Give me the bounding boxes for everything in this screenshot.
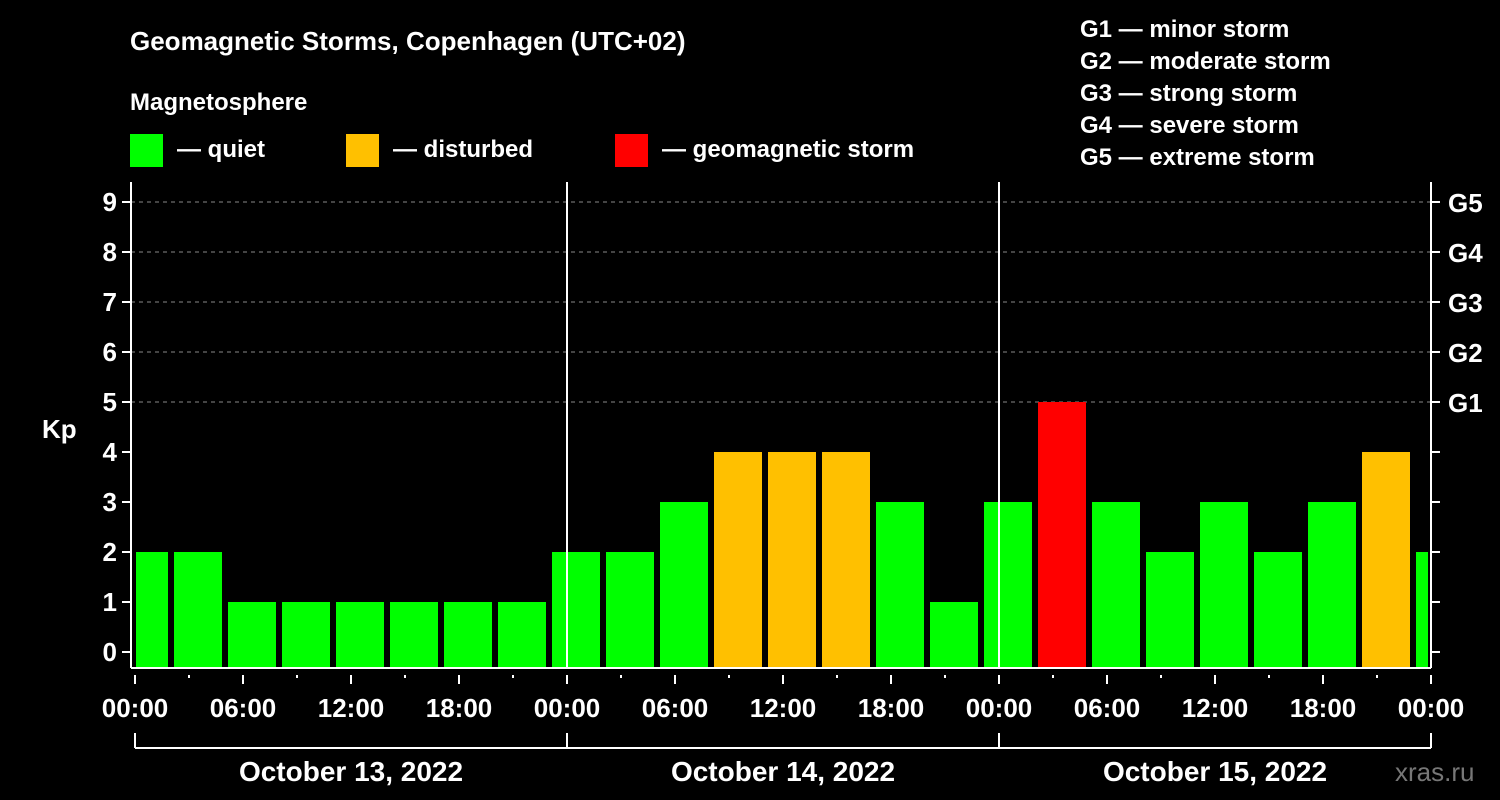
storm-scale-item: G1 — minor storm [1080,16,1289,43]
kp-bar [444,602,492,668]
x-tick-label: 18:00 [426,693,493,723]
day-label: October 15, 2022 [1103,756,1327,787]
kp-bar [606,552,654,668]
y-axis-label: Kp [42,414,77,444]
kp-bar [1092,502,1140,668]
g-level-label: G5 [1448,188,1483,218]
x-tick-label: 00:00 [1398,693,1465,723]
kp-bar [984,502,1032,668]
storm-scale-item: G4 — severe storm [1080,112,1299,139]
kp-bar [136,552,168,668]
kp-bar [822,452,870,668]
legend-title: Magnetosphere [130,89,307,116]
kp-bar [336,602,384,668]
kp-bar [930,602,978,668]
kp-bar [552,552,600,668]
kp-bar [1416,552,1428,668]
x-tick-label: 00:00 [102,693,169,723]
g-level-label: G1 [1448,388,1483,418]
legend-label: — disturbed [393,136,533,163]
legend-label: — quiet [177,136,265,163]
kp-bar [1362,452,1410,668]
y-tick-label: 7 [103,287,117,317]
x-tick-label: 06:00 [1074,693,1141,723]
kp-bar [714,452,762,668]
legend-label: — geomagnetic storm [662,136,914,163]
x-tick-label: 00:00 [966,693,1033,723]
storm-scale-item: G5 — extreme storm [1080,144,1315,171]
kp-bar [1308,502,1356,668]
legend-swatch [346,134,379,167]
day-label: October 14, 2022 [671,756,895,787]
legend-swatch [615,134,648,167]
y-tick-label: 8 [103,237,117,267]
axes: 0 1 2 3 4 5 6 7 8 9 G1 G2 G3 G4 G5 00:00 06:00 12:00 18:00… [102,182,1483,787]
kp-bar [1038,402,1086,668]
storm-scale-item: G3 — strong storm [1080,80,1297,107]
y-tick-label: 6 [103,337,117,367]
grid [131,201,1431,403]
kp-bar [660,502,708,668]
y-tick-label: 5 [103,387,117,417]
y-tick-label: 3 [103,487,117,517]
chart-title: Geomagnetic Storms, Copenhagen (UTC+02) [130,26,685,56]
x-tick-label: 18:00 [858,693,925,723]
kp-bar [282,602,330,668]
legend-swatch [130,134,163,167]
day-label: October 13, 2022 [239,756,463,787]
x-tick-label: 06:00 [210,693,277,723]
storm-scale-list: G1 — minor storm G2 — moderate storm G3 — … [1080,16,1331,171]
kp-bar [498,602,546,668]
x-tick-label: 12:00 [318,693,385,723]
x-tick-label: 12:00 [1182,693,1249,723]
x-tick-label: 18:00 [1290,693,1357,723]
kp-bar [1146,552,1194,668]
x-tick-label: 00:00 [534,693,601,723]
kp-bar [174,552,222,668]
kp-bar [1200,502,1248,668]
y-tick-label: 2 [103,537,117,567]
storm-scale-item: G2 — moderate storm [1080,48,1331,75]
bars [136,402,1428,668]
kp-bar [1254,552,1302,668]
kp-bar [390,602,438,668]
y-tick-label: 9 [103,187,117,217]
y-tick-label: 1 [103,587,117,617]
kp-bar [768,452,816,668]
x-tick-label: 06:00 [642,693,709,723]
y-tick-label: 0 [103,637,117,667]
watermark: xras.ru [1395,757,1474,787]
kp-bar [876,502,924,668]
g-level-label: G2 [1448,338,1483,368]
legend: — quiet — disturbed — geomagnetic storm [130,134,914,167]
x-tick-label: 12:00 [750,693,817,723]
g-level-label: G4 [1448,238,1483,268]
kp-bar [228,602,276,668]
g-level-label: G3 [1448,288,1483,318]
y-tick-label: 4 [103,437,118,467]
